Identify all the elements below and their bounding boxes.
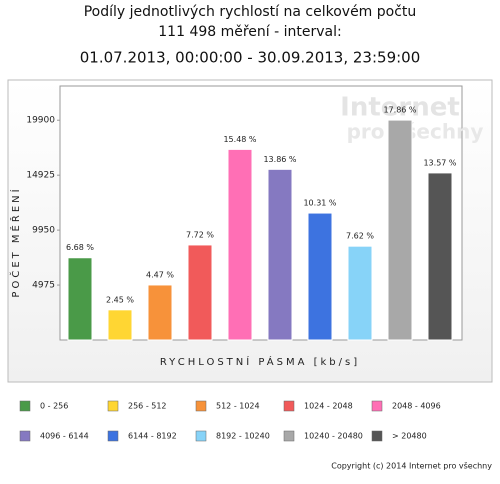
legend-label: 256 - 512 bbox=[128, 402, 167, 411]
legend-label: 1024 - 2048 bbox=[304, 402, 353, 411]
legend-swatch bbox=[107, 400, 119, 412]
value-label: 17.86 % bbox=[383, 106, 416, 115]
legend-label: 2048 - 4096 bbox=[392, 402, 441, 411]
watermark: Internet bbox=[340, 93, 460, 123]
title-line: Podíly jednotlivých rychlostí na celkové… bbox=[84, 4, 417, 20]
bar bbox=[347, 245, 373, 341]
bar bbox=[187, 244, 213, 341]
value-label: 13.86 % bbox=[263, 155, 296, 164]
bar bbox=[67, 257, 93, 341]
legend-label: 8192 - 10240 bbox=[216, 432, 270, 441]
bar bbox=[427, 172, 453, 341]
bar bbox=[227, 148, 253, 341]
legend-swatch bbox=[283, 400, 295, 412]
legend-swatch bbox=[19, 400, 31, 412]
y-tick-label: 9950 bbox=[32, 226, 55, 236]
title-line: 01.07.2013, 00:00:00 - 30.09.2013, 23:59… bbox=[80, 49, 421, 67]
legend-label: 10240 - 20480 bbox=[304, 432, 363, 441]
value-label: 2.45 % bbox=[106, 295, 134, 304]
y-tick-label: 4975 bbox=[32, 281, 55, 291]
legend-label: 512 - 1024 bbox=[216, 402, 260, 411]
legend-label: > 20480 bbox=[392, 432, 427, 441]
watermark: pro všechny bbox=[347, 120, 484, 144]
legend-swatch bbox=[107, 430, 119, 442]
value-label: 13.57 % bbox=[423, 158, 456, 167]
legend-swatch bbox=[195, 400, 207, 412]
bar bbox=[267, 168, 293, 341]
legend-label: 0 - 256 bbox=[40, 402, 68, 411]
value-label: 7.72 % bbox=[186, 230, 214, 239]
value-label: 6.68 % bbox=[66, 243, 94, 252]
value-label: 15.48 % bbox=[223, 135, 256, 144]
y-tick-label: 14925 bbox=[26, 171, 55, 181]
bar bbox=[147, 284, 173, 341]
legend-label: 6144 - 8192 bbox=[128, 432, 177, 441]
legend-swatch bbox=[19, 430, 31, 442]
bar bbox=[387, 119, 413, 341]
value-label: 4.47 % bbox=[146, 270, 174, 279]
value-label: 10.31 % bbox=[303, 199, 336, 208]
legend-swatch bbox=[195, 430, 207, 442]
copyright: Copyright (c) 2014 Internet pro všechny bbox=[331, 461, 492, 471]
value-label: 7.62 % bbox=[346, 232, 374, 241]
bar bbox=[307, 212, 333, 341]
x-axis-label: RYCHLOSTNÍ PÁSMA [kb/s] bbox=[160, 355, 360, 368]
legend-label: 4096 - 6144 bbox=[40, 432, 89, 441]
y-axis-label: POČET MĚŘENÍ bbox=[9, 186, 22, 297]
title-line: 111 498 měření - interval: bbox=[158, 24, 341, 40]
legend-swatch bbox=[283, 430, 295, 442]
bar bbox=[107, 309, 133, 341]
legend-swatch bbox=[371, 430, 383, 442]
y-tick-label: 19900 bbox=[26, 116, 55, 126]
legend-swatch bbox=[371, 400, 383, 412]
